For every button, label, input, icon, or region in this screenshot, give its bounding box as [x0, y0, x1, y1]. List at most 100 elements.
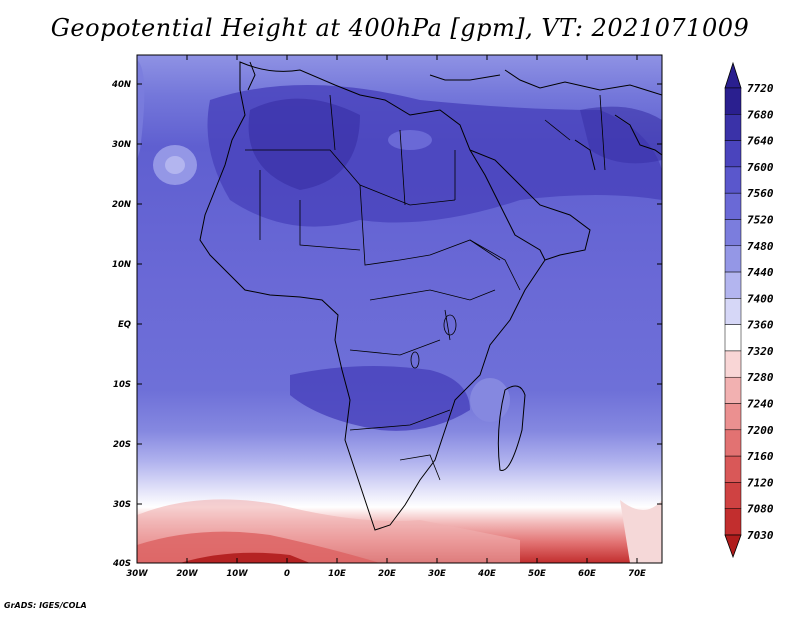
lon-label-40e: 40E [477, 569, 496, 579]
chart-title: Geopotential Height at 400hPa [gpm], VT:… [50, 14, 750, 42]
colorbar-box-3 [724, 166, 742, 194]
lon-label-50e: 50E [528, 569, 546, 579]
colorbar-box-1 [724, 114, 742, 141]
gulf-coastline [614, 114, 662, 156]
colorbar-label-7030: 7030 [747, 529, 774, 542]
border-niger [299, 200, 361, 251]
colorbar-label-7600: 7600 [747, 161, 774, 174]
colorbar-label-7440: 7440 [747, 266, 774, 279]
colorbar-label-7280: 7280 [747, 371, 774, 384]
colorbar-bottom-arrow [724, 534, 742, 559]
border-car-southsudan [399, 239, 501, 261]
lon-label-20e: 20E [378, 569, 396, 579]
colorbar-box-10 [724, 350, 742, 378]
field-angola-high [290, 366, 470, 431]
lat-label-20n: 20N [112, 200, 131, 210]
africa-coastline [199, 61, 546, 531]
plot-frame [136, 54, 663, 564]
lat-label-10s: 10S [113, 380, 131, 390]
field-southeast-pink [620, 500, 662, 563]
mediterranean-north [429, 74, 501, 81]
colorbar-label-7520: 7520 [747, 213, 774, 226]
border-iran-iraq [599, 94, 606, 171]
lat-label-40s: 40S [112, 559, 131, 569]
colorbar-box-15 [724, 482, 742, 509]
colorbar-box-2 [724, 140, 742, 168]
colorbar-labels: 7720 7680 7640 7600 7560 7520 7480 7440 7400 7360… [747, 82, 774, 542]
colorbar-box-6 [724, 245, 742, 273]
lon-label-10w: 10W [226, 569, 248, 579]
colorbar-label-7560: 7560 [747, 187, 774, 200]
lon-label-70e: 70E [628, 569, 646, 579]
colorbar-label-7640: 7640 [747, 135, 774, 148]
colorbar-box-9 [724, 324, 742, 352]
grads-credit: GrADS: IGES/COLA [4, 601, 87, 610]
colorbar-box-12 [724, 403, 742, 431]
lon-label-10e: 10E [328, 569, 346, 579]
colorbar: 7720 7680 7640 7600 7560 7520 7480 7440 7400 7360… [724, 61, 774, 559]
lon-label-30e: 30E [428, 569, 446, 579]
colorbar-top-arrow [724, 61, 742, 89]
colorbar-label-7080: 7080 [747, 503, 774, 516]
lon-label-0: 0 [284, 569, 290, 579]
colorbar-box-5 [724, 219, 742, 247]
iberia-coastline [247, 61, 256, 91]
field-south-trough [137, 531, 380, 563]
field-south-trough-core [180, 552, 310, 563]
lat-labels: 40N 30N 20N 10N EQ 10S 20S 30S 40S [111, 80, 131, 569]
lat-label-40n: 40N [111, 80, 131, 90]
colorbar-label-7720: 7720 [747, 82, 774, 95]
colorbar-label-7240: 7240 [747, 398, 774, 411]
field-madagascar-dip [470, 378, 510, 422]
geopotential-field [137, 55, 662, 563]
country-borders [245, 94, 606, 481]
colorbar-boxes [724, 87, 742, 536]
lon-label-30w: 30W [126, 569, 148, 579]
lat-label-20s: 20S [113, 440, 131, 450]
field-atlantic-band [137, 60, 145, 160]
colorbar-label-7400: 7400 [747, 292, 774, 305]
colorbar-label-7680: 7680 [747, 108, 774, 121]
colorbar-label-7360: 7360 [747, 319, 774, 332]
border-libya-chad [399, 129, 406, 206]
colorbar-box-13 [724, 429, 742, 457]
lat-label-30n: 30N [112, 140, 131, 150]
colorbar-label-7320: 7320 [747, 345, 774, 358]
border-namibia-botswana [349, 409, 451, 431]
field-atlantic-low-core [165, 156, 185, 174]
lake-victoria [443, 314, 457, 336]
border-algeria-libya [329, 94, 336, 151]
border-drc-angola [349, 339, 441, 356]
border-chad [359, 184, 401, 266]
lon-label-20w: 20W [176, 569, 198, 579]
colorbar-box-11 [724, 376, 742, 404]
lat-label-eq: EQ [118, 320, 131, 330]
lon-labels: 30W 20W 10W 0 10E 20E 30E 40E 50E 60E 70… [126, 569, 646, 579]
colorbar-label-7160: 7160 [747, 450, 774, 463]
lon-label-60e: 60E [578, 569, 596, 579]
colorbar-label-7120: 7120 [747, 476, 774, 489]
colorbar-box-14 [724, 455, 742, 483]
border-saudi-north [544, 119, 571, 141]
coastlines [199, 61, 662, 531]
border-south-africa [399, 454, 441, 481]
colorbar-box-16 [724, 508, 742, 536]
colorbar-box-0 [724, 87, 742, 115]
border-ethiopia-somalia [469, 239, 521, 291]
turkey-iran-coastline [504, 69, 662, 96]
field-iran-core [580, 106, 662, 164]
arabia-coastline [469, 149, 591, 261]
persian-gulf [574, 139, 596, 171]
colorbar-box-4 [724, 192, 742, 220]
lat-label-30s: 30S [113, 500, 131, 510]
colorbar-box-7 [724, 271, 742, 299]
border-congo [369, 289, 496, 301]
field-libya-dip [388, 130, 432, 150]
axis-ticks [137, 55, 662, 563]
colorbar-box-8 [724, 298, 742, 325]
lat-label-10n: 10N [112, 260, 131, 270]
colorbar-label-7200: 7200 [747, 424, 774, 437]
lake-tanganyika [410, 351, 420, 369]
madagascar-coastline [497, 385, 526, 471]
